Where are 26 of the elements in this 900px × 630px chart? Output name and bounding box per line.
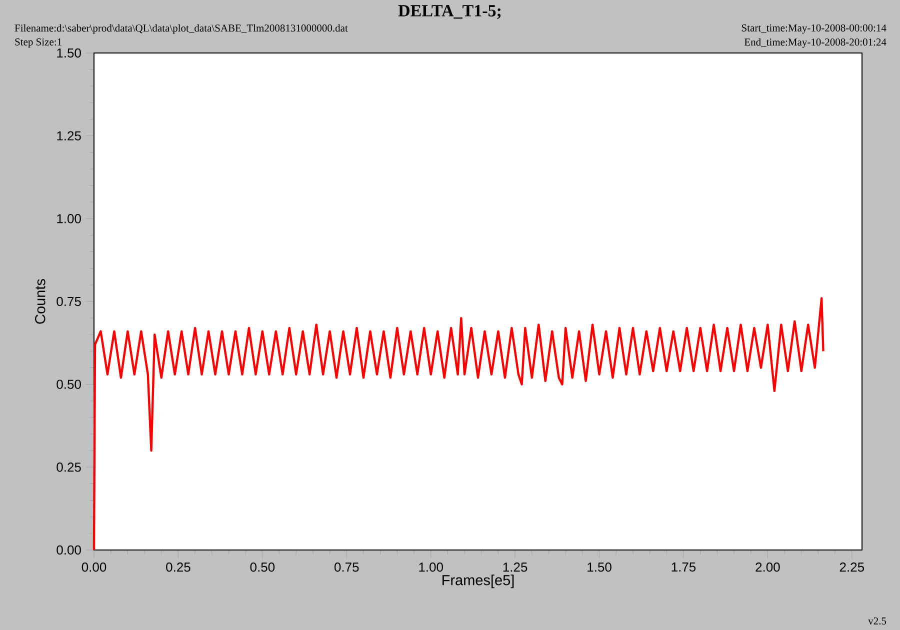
text: Start_time:May-10-2008-00:00:14: [742, 24, 886, 34]
x-tick-label: 0.25: [166, 562, 190, 572]
y-tick-label: 1.50: [57, 48, 81, 58]
y-tick-label: 1.25: [57, 131, 81, 140]
x-tick-label: 0.00: [82, 562, 106, 572]
x-tick-label: 1.00: [419, 562, 443, 572]
text: End_time:May-10-2008-20:01:24: [744, 38, 886, 48]
x-tick-label: 0.75: [334, 562, 359, 572]
line-series: [92, 297, 824, 552]
x-axis-title: Frames[e5]: [442, 574, 514, 588]
x-tick-label: 1.25: [503, 562, 528, 572]
x-tick-label: 0.50: [250, 562, 275, 572]
x-tick-label: 1.75: [672, 562, 696, 572]
x-tick-label: 2.25: [840, 562, 864, 572]
y-axis-title: Counts: [35, 279, 46, 324]
y-tick-label: 0.25: [56, 462, 81, 472]
y-tick-label: 0.75: [56, 296, 81, 306]
y-tick-label: 1.00: [57, 214, 81, 224]
x-tick-label: 1.50: [588, 562, 612, 572]
y-tick-label: 0.00: [56, 545, 81, 555]
y-tick-label: 0.50: [56, 380, 81, 389]
text: Step Size:1: [15, 38, 62, 48]
text: v2.5: [868, 617, 886, 625]
x-tick-label: 2.00: [756, 562, 780, 572]
chart-title: DELTA_T1-5;: [398, 5, 501, 19]
text: Filename:d:\saber\prod\data\QL\data\plot_data\SABE_Tlm2008131000000.dat: [14, 24, 348, 34]
